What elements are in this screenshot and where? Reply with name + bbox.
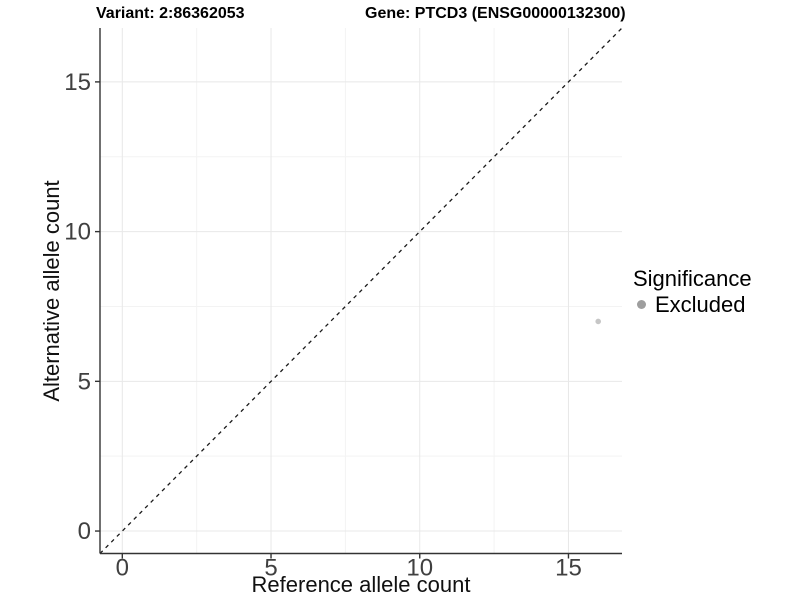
x-tick-label: 5	[264, 555, 277, 582]
legend: Significance Excluded	[633, 266, 752, 317]
y-tick-label: 15	[64, 69, 91, 96]
x-axis-label: Reference allele count	[251, 572, 471, 597]
y-tick-label: 5	[78, 368, 91, 395]
plot-title-variant: Variant: 2:86362053	[96, 5, 245, 22]
x-tick-label: 0	[116, 555, 129, 582]
y-tick-label: 0	[78, 518, 91, 545]
y-axis-label: Alternative allele count	[39, 180, 64, 402]
legend-title: Significance	[633, 266, 752, 291]
x-tick-label: 15	[555, 555, 582, 582]
identity-line	[99, 27, 623, 554]
legend-point-icon	[637, 300, 646, 309]
y-tick-label: 10	[64, 219, 91, 246]
plot-title-gene: Gene: PTCD3 (ENSG00000132300)	[365, 5, 626, 22]
legend-item-excluded: Excluded	[633, 292, 752, 317]
x-tick-label: 10	[406, 555, 433, 582]
data-point	[595, 318, 602, 325]
legend-item-label: Excluded	[655, 292, 746, 317]
